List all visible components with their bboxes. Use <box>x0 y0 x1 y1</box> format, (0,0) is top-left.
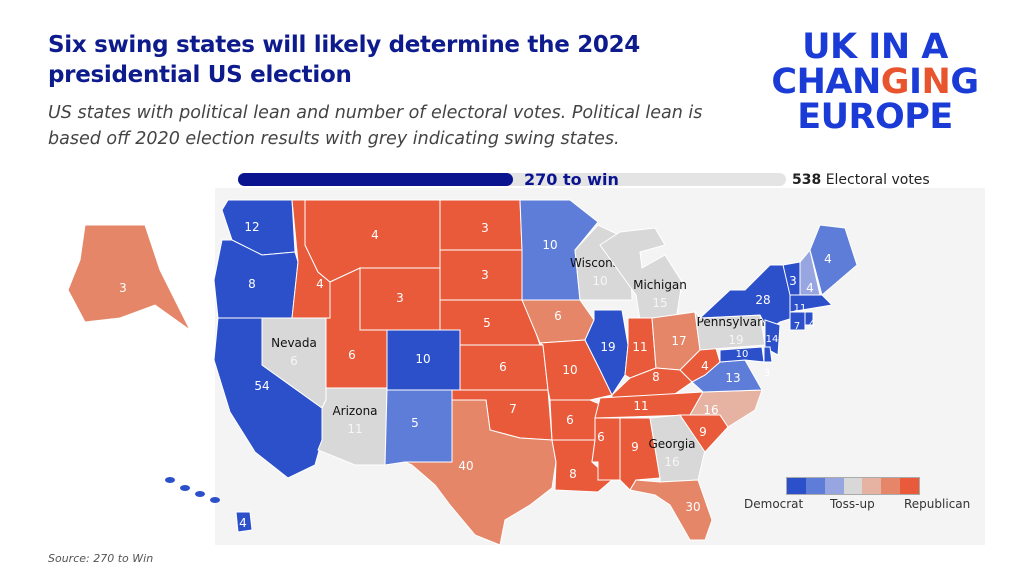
electoral-votes-in: 11 <box>632 340 647 354</box>
electoral-votes-sc: 9 <box>699 425 707 439</box>
electoral-votes-nd: 3 <box>481 221 489 235</box>
electoral-votes-bar <box>238 173 786 186</box>
electoral-votes-ct: 7 <box>794 321 800 332</box>
logo-line-1: UK IN A <box>802 27 948 67</box>
electoral-votes-sd: 3 <box>481 268 489 282</box>
source-note: Source: 270 to Win <box>48 552 154 565</box>
electoral-votes-ms: 6 <box>597 430 605 444</box>
state-md <box>719 346 765 363</box>
legend-swatch-tossup <box>843 478 863 494</box>
page-title: Six swing states will likely determine t… <box>48 32 641 88</box>
to-win-label: 270 to win <box>524 170 619 189</box>
hawaii-island <box>180 485 190 491</box>
state-ak <box>67 224 191 331</box>
state-de <box>763 346 773 363</box>
state-ct <box>789 311 806 331</box>
electoral-votes-wv: 4 <box>701 359 709 373</box>
electoral-votes-hi: 4 <box>239 516 247 530</box>
electoral-votes-ca: 54 <box>254 379 269 393</box>
electoral-votes-wy: 3 <box>396 291 404 305</box>
electoral-votes-fl: 30 <box>685 500 700 514</box>
electoral-votes-nm: 5 <box>411 416 419 430</box>
electoral-votes-nh: 4 <box>806 281 814 295</box>
state-mi <box>599 227 683 321</box>
electoral-votes-pa: 19 <box>728 333 743 347</box>
state-nj <box>764 319 781 356</box>
electoral-votes-nc: 16 <box>703 403 718 417</box>
legend-swatch-strong-r <box>900 478 920 494</box>
electoral-votes-nv: 6 <box>290 354 298 368</box>
legend-swatch-strong-d <box>787 478 806 494</box>
hawaii-island <box>195 491 205 497</box>
legend-swatch-lean-d <box>824 478 844 494</box>
electoral-votes-or: 8 <box>248 277 256 291</box>
legend-swatch-likely-r <box>881 478 901 494</box>
legend-swatch-lean-r <box>862 478 882 494</box>
legend-swatch-likely-d <box>805 478 825 494</box>
electoral-votes-ar: 6 <box>566 413 574 427</box>
total-votes-number: 538 <box>792 172 822 188</box>
state-hi <box>235 511 253 533</box>
win-threshold-fill <box>238 173 514 186</box>
logo-line-2: CHANGING <box>771 62 979 102</box>
us-electoral-map: 12854Nevada64436Arizona11105335674010610… <box>67 188 985 546</box>
electoral-votes-ks: 6 <box>499 360 507 374</box>
electoral-votes-va: 13 <box>725 371 740 385</box>
electoral-votes-ga: 16 <box>664 455 679 469</box>
electoral-votes-wa: 12 <box>244 220 259 234</box>
electoral-votes-mi: 15 <box>652 296 667 310</box>
electoral-votes-oh: 17 <box>671 334 686 348</box>
state-fl <box>629 479 713 541</box>
uk-in-a-changing-europe-logo: UK IN A CHANGING EUROPE <box>760 30 990 135</box>
state-name-mi: Michigan <box>633 278 687 292</box>
state-me <box>809 224 858 296</box>
legend-republican: Republican <box>904 497 971 511</box>
electoral-votes-ne: 5 <box>483 316 491 330</box>
page-subtitle: US states with political lean and number… <box>48 103 703 149</box>
electoral-votes-ri: 4 <box>809 319 815 330</box>
hawaii-island <box>165 477 175 483</box>
electoral-votes-id: 4 <box>316 277 324 291</box>
electoral-votes-il: 19 <box>600 340 615 354</box>
state-tx <box>404 399 557 546</box>
state-name-pa: Pennsylvania <box>697 315 776 329</box>
electoral-votes-ny: 28 <box>755 293 770 307</box>
electoral-votes-tn: 11 <box>633 399 648 413</box>
state-name-ga: Georgia <box>648 437 695 451</box>
total-votes-label: 538 Electoral votes <box>792 172 930 188</box>
state-ar <box>549 399 603 441</box>
electoral-votes-wi: 10 <box>592 274 607 288</box>
total-votes-text: Electoral votes <box>825 172 930 188</box>
electoral-votes-md: 10 <box>736 349 749 360</box>
logo-line-3: EUROPE <box>797 97 953 137</box>
hawaii-island <box>210 497 220 503</box>
electoral-votes-la: 8 <box>569 467 577 481</box>
state-name-az: Arizona <box>332 404 377 418</box>
electoral-votes-vt: 3 <box>789 274 797 288</box>
electoral-votes-mn: 10 <box>542 238 557 252</box>
state-pa <box>694 310 766 351</box>
electoral-votes-tx: 40 <box>458 459 473 473</box>
electoral-votes-ky: 8 <box>652 370 660 384</box>
electoral-votes-al: 9 <box>631 440 639 454</box>
electoral-votes-me: 4 <box>824 252 832 266</box>
electoral-votes-co: 10 <box>415 352 430 366</box>
state-name-nv: Nevada <box>271 336 317 350</box>
state-ma <box>789 294 834 313</box>
electoral-votes-ia: 6 <box>554 309 562 323</box>
electoral-votes-az: 11 <box>347 422 362 436</box>
state-ri <box>804 311 814 326</box>
electoral-votes-ak: 3 <box>119 281 127 295</box>
legend-color-scale <box>786 477 920 495</box>
electoral-votes-ok: 7 <box>509 402 517 416</box>
electoral-votes-mo: 10 <box>562 363 577 377</box>
legend-tossup: Toss-up <box>830 497 875 511</box>
electoral-votes-mt: 4 <box>371 228 379 242</box>
legend-democrat: Democrat <box>744 497 804 511</box>
electoral-votes-de: 3 <box>764 368 770 379</box>
electoral-votes-ut: 6 <box>348 348 356 362</box>
legend: Democrat Toss-up Republican <box>744 477 970 511</box>
electoral-votes-ma: 11 <box>794 303 807 314</box>
electoral-votes-nj: 14 <box>766 334 779 345</box>
